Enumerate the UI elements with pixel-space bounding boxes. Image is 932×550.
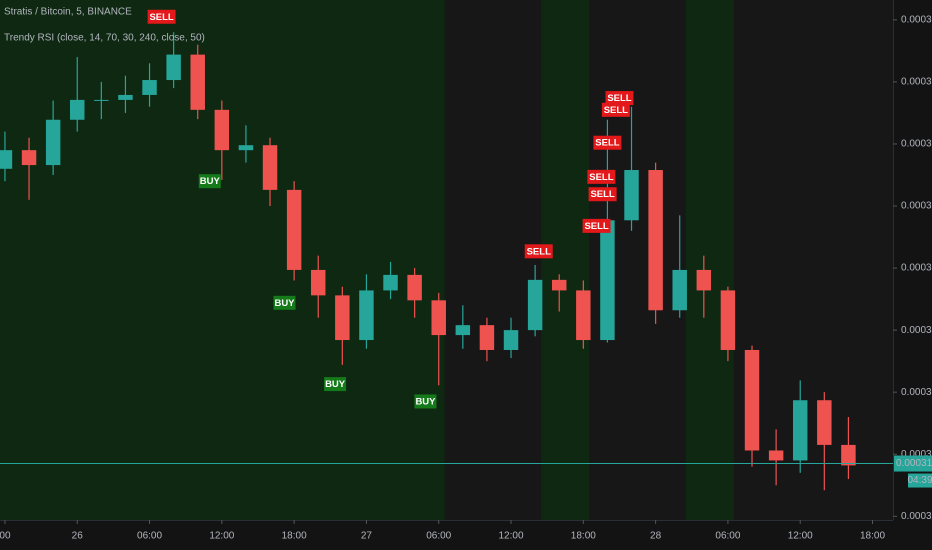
countdown-box [908, 473, 932, 488]
signal-badge [273, 295, 296, 310]
candle-body [214, 109, 230, 151]
last-price-box [894, 455, 932, 472]
signal-badge [198, 174, 221, 189]
candle-body [503, 330, 519, 350]
signal-label: SELL [149, 12, 173, 23]
candle-body [792, 400, 808, 461]
candle-body [407, 274, 422, 301]
candle-body [696, 269, 712, 291]
candle-body [190, 54, 205, 110]
candle-body [431, 300, 446, 336]
candle-body [70, 99, 85, 120]
candle-body [166, 54, 181, 81]
signal-badge [601, 102, 630, 117]
candle-body [21, 150, 37, 166]
session-zone [0, 0, 445, 520]
candle-body [576, 290, 591, 341]
session-zone [733, 0, 893, 520]
x-tick-label: 28 [650, 531, 662, 542]
y-tick-label: 0.0003200 [901, 449, 932, 460]
y-tick-label: 0.0003600 [901, 201, 932, 212]
signal-label: SELL [584, 221, 608, 232]
signal-badge [605, 91, 634, 106]
signal-badge [587, 169, 616, 184]
signal-label: BUY [274, 298, 295, 309]
signal-label: SELL [589, 172, 613, 183]
x-tick-label: 26 [72, 531, 84, 542]
candle-body [286, 189, 302, 270]
signal-label: SELL [595, 138, 619, 149]
y-tick-label: 0.0003300 [901, 387, 932, 398]
candle-body [479, 325, 495, 350]
indicator-label: Trendy RSI (close, 14, 70, 30, 240, clos… [4, 33, 205, 44]
session-zone [444, 0, 542, 520]
candle-body [720, 290, 736, 350]
y-tick-label: 0.0003900 [901, 14, 932, 25]
session-zone [685, 0, 734, 520]
signal-badge [593, 135, 622, 150]
signal-badge [324, 377, 347, 392]
candle-body [0, 150, 13, 169]
candle-body [94, 99, 109, 101]
candle-body [142, 80, 157, 95]
countdown-label: 04:39 [907, 475, 932, 486]
session-zone [541, 0, 590, 520]
x-tick-label: 00 [0, 531, 11, 542]
candle-body [648, 170, 663, 311]
candle-body [262, 145, 278, 190]
candle-body [624, 170, 639, 221]
signal-badge [414, 394, 437, 409]
x-tick-label: 12:00 [209, 531, 234, 542]
x-tick-label: 27 [361, 531, 373, 542]
candle-body [768, 450, 784, 461]
plot [0, 32, 856, 491]
candle-body [841, 444, 856, 466]
chart-title: Stratis / Bitcoin, 5, BINANCE [4, 7, 132, 18]
x-tick-label: 12:00 [788, 531, 813, 542]
candle-body [672, 269, 687, 311]
candle-body [335, 295, 350, 341]
signal-label: SELL [607, 93, 631, 104]
last-price-label: 0.0003185 [896, 458, 932, 469]
signal-label: BUY [325, 379, 346, 390]
x-tick-label: 06:00 [137, 531, 162, 542]
candle-body [455, 325, 471, 336]
y-tick-label: 0.0003500 [901, 263, 932, 274]
candle-body [238, 145, 254, 151]
candle-body [527, 279, 543, 331]
y-tick-label: 0.0003800 [901, 77, 932, 88]
y-tick-label: 0.0003100 [901, 511, 932, 522]
candle-body [744, 349, 760, 451]
x-tick-label: 18:00 [571, 531, 596, 542]
x-tick-label: 06:00 [715, 531, 740, 542]
signal-badge [147, 9, 176, 24]
signal-label: SELL [604, 105, 628, 116]
candle-body [311, 269, 326, 296]
signal-label: SELL [527, 246, 551, 257]
x-tick-label: 18:00 [282, 531, 307, 542]
candle-body [359, 290, 374, 341]
signal-label: SELL [590, 189, 614, 200]
y-tick-label: 0.0003700 [901, 139, 932, 150]
y-tick-label: 0.0003400 [901, 325, 932, 336]
signal-label: BUY [415, 396, 436, 407]
signal-badge [588, 187, 617, 202]
candle-body [551, 279, 567, 291]
x-tick-label: 12:00 [499, 531, 524, 542]
signal-label: BUY [200, 176, 221, 187]
candle-body [817, 400, 832, 445]
candle-body [118, 94, 133, 100]
signal-badge [582, 218, 611, 233]
x-tick-label: 18:00 [860, 531, 885, 542]
candle-body [383, 274, 398, 291]
signal-badge [524, 244, 553, 259]
x-tick-label: 06:00 [426, 531, 451, 542]
candle-body [600, 220, 615, 341]
candle-body [45, 119, 61, 166]
